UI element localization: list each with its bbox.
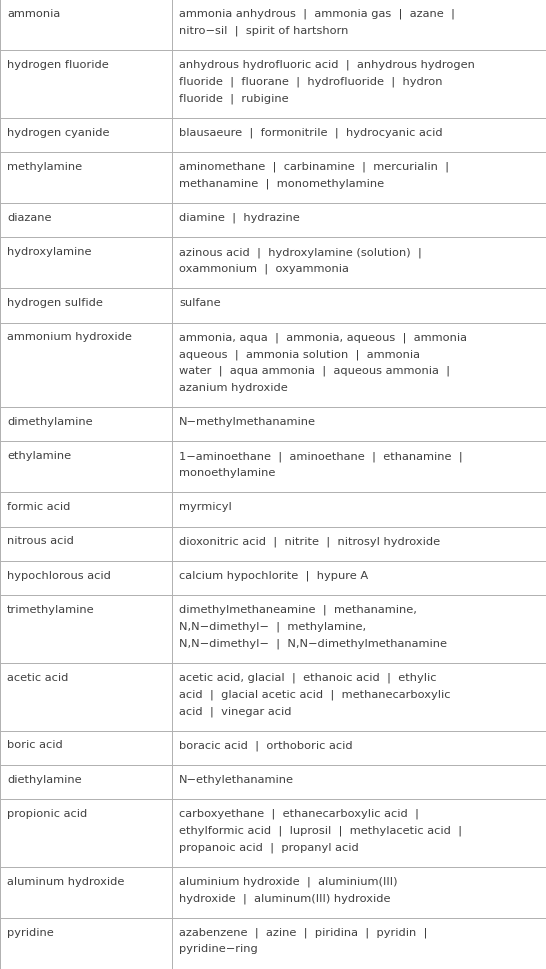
Text: pyridine−ring: pyridine−ring [179, 944, 258, 953]
Text: trimethylamine: trimethylamine [7, 604, 94, 614]
Text: acetic acid, glacial  |  ethanoic acid  |  ethylic: acetic acid, glacial | ethanoic acid | e… [179, 672, 436, 682]
Text: calcium hypochlorite  |  hypure A: calcium hypochlorite | hypure A [179, 570, 368, 580]
Text: N,N−dimethyl−  |  N,N−dimethylmethanamine: N,N−dimethyl− | N,N−dimethylmethanamine [179, 638, 447, 648]
Text: azabenzene  |  azine  |  piridina  |  pyridin  |: azabenzene | azine | piridina | pyridin … [179, 926, 428, 937]
Text: methylamine: methylamine [7, 162, 82, 172]
Text: dioxonitric acid  |  nitrite  |  nitrosyl hydroxide: dioxonitric acid | nitrite | nitrosyl hy… [179, 536, 440, 547]
Text: aluminium hydroxide  |  aluminium(III): aluminium hydroxide | aluminium(III) [179, 876, 397, 887]
Text: diethylamine: diethylamine [7, 774, 81, 784]
Text: aluminum hydroxide: aluminum hydroxide [7, 876, 124, 886]
Text: ethylamine: ethylamine [7, 451, 71, 460]
Text: hydrogen fluoride: hydrogen fluoride [7, 60, 109, 70]
Text: nitrous acid: nitrous acid [7, 536, 74, 546]
Text: dimethylamine: dimethylamine [7, 417, 93, 426]
Text: water  |  aqua ammonia  |  aqueous ammonia  |: water | aqua ammonia | aqueous ammonia | [179, 365, 450, 376]
Text: hypochlorous acid: hypochlorous acid [7, 570, 111, 580]
Text: hydroxylamine: hydroxylamine [7, 247, 92, 257]
Text: acid  |  vinegar acid: acid | vinegar acid [179, 705, 292, 716]
Text: methanamine  |  monomethylamine: methanamine | monomethylamine [179, 178, 384, 189]
Text: oxammonium  |  oxyammonia: oxammonium | oxyammonia [179, 264, 349, 274]
Text: ethylformic acid  |  luprosil  |  methylacetic acid  |: ethylformic acid | luprosil | methylacet… [179, 825, 462, 835]
Text: 1−aminoethane  |  aminoethane  |  ethanamine  |: 1−aminoethane | aminoethane | ethanamine… [179, 451, 463, 461]
Text: ammonia, aqua  |  ammonia, aqueous  |  ammonia: ammonia, aqua | ammonia, aqueous | ammon… [179, 332, 467, 342]
Text: ammonia: ammonia [7, 9, 60, 18]
Text: blausaeure  |  formonitrile  |  hydrocyanic acid: blausaeure | formonitrile | hydrocyanic … [179, 127, 443, 138]
Text: pyridine: pyridine [7, 926, 54, 937]
Text: monoethylamine: monoethylamine [179, 467, 275, 478]
Text: propanoic acid  |  propanyl acid: propanoic acid | propanyl acid [179, 842, 359, 852]
Text: aminomethane  |  carbinamine  |  mercurialin  |: aminomethane | carbinamine | mercurialin… [179, 162, 449, 172]
Text: boracic acid  |  orthoboric acid: boracic acid | orthoboric acid [179, 739, 353, 750]
Text: ammonium hydroxide: ammonium hydroxide [7, 332, 132, 342]
Text: anhydrous hydrofluoric acid  |  anhydrous hydrogen: anhydrous hydrofluoric acid | anhydrous … [179, 60, 475, 70]
Text: acid  |  glacial acetic acid  |  methanecarboxylic: acid | glacial acetic acid | methanecarb… [179, 689, 450, 700]
Text: dimethylmethaneamine  |  methanamine,: dimethylmethaneamine | methanamine, [179, 604, 417, 614]
Text: azanium hydroxide: azanium hydroxide [179, 382, 288, 392]
Text: boric acid: boric acid [7, 739, 63, 750]
Text: diamine  |  hydrazine: diamine | hydrazine [179, 212, 300, 223]
Text: acetic acid: acetic acid [7, 672, 68, 682]
Text: hydrogen cyanide: hydrogen cyanide [7, 127, 110, 138]
Text: N−ethylethanamine: N−ethylethanamine [179, 774, 294, 784]
Text: sulfane: sulfane [179, 297, 221, 308]
Text: formic acid: formic acid [7, 502, 70, 512]
Text: propionic acid: propionic acid [7, 808, 87, 818]
Text: hydroxide  |  aluminum(III) hydroxide: hydroxide | aluminum(III) hydroxide [179, 892, 390, 903]
Text: N−methylmethanamine: N−methylmethanamine [179, 417, 316, 426]
Text: diazane: diazane [7, 212, 51, 223]
Text: fluoride  |  rubigine: fluoride | rubigine [179, 93, 289, 104]
Text: N,N−dimethyl−  |  methylamine,: N,N−dimethyl− | methylamine, [179, 621, 366, 632]
Text: aqueous  |  ammonia solution  |  ammonia: aqueous | ammonia solution | ammonia [179, 349, 420, 359]
Text: azinous acid  |  hydroxylamine (solution)  |: azinous acid | hydroxylamine (solution) … [179, 247, 422, 257]
Text: fluoride  |  fluorane  |  hydrofluoride  |  hydron: fluoride | fluorane | hydrofluoride | hy… [179, 77, 442, 87]
Text: myrmicyl: myrmicyl [179, 502, 232, 512]
Text: nitro−sil  |  spirit of hartshorn: nitro−sil | spirit of hartshorn [179, 25, 348, 36]
Text: ammonia anhydrous  |  ammonia gas  |  azane  |: ammonia anhydrous | ammonia gas | azane … [179, 9, 455, 19]
Text: carboxyethane  |  ethanecarboxylic acid  |: carboxyethane | ethanecarboxylic acid | [179, 808, 419, 819]
Text: hydrogen sulfide: hydrogen sulfide [7, 297, 103, 308]
